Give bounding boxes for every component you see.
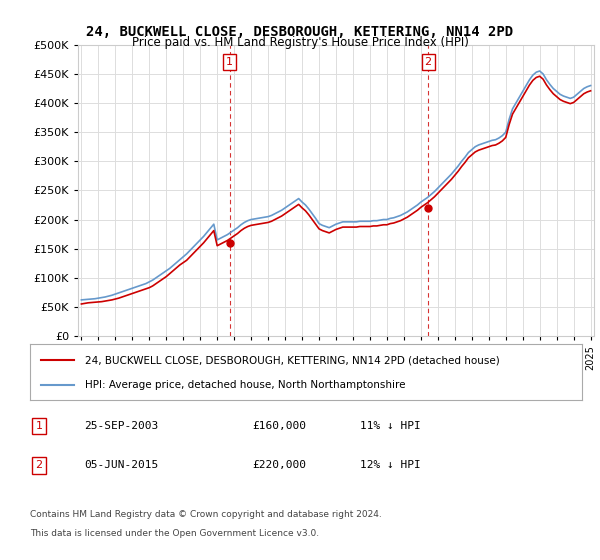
Text: Price paid vs. HM Land Registry's House Price Index (HPI): Price paid vs. HM Land Registry's House … bbox=[131, 36, 469, 49]
Text: £220,000: £220,000 bbox=[252, 460, 306, 470]
Text: £160,000: £160,000 bbox=[252, 421, 306, 431]
Text: 11% ↓ HPI: 11% ↓ HPI bbox=[360, 421, 421, 431]
Text: 05-JUN-2015: 05-JUN-2015 bbox=[84, 460, 158, 470]
Text: This data is licensed under the Open Government Licence v3.0.: This data is licensed under the Open Gov… bbox=[30, 529, 319, 538]
Text: 25-SEP-2003: 25-SEP-2003 bbox=[84, 421, 158, 431]
Text: 24, BUCKWELL CLOSE, DESBOROUGH, KETTERING, NN14 2PD (detached house): 24, BUCKWELL CLOSE, DESBOROUGH, KETTERIN… bbox=[85, 355, 500, 365]
Text: 2: 2 bbox=[35, 460, 43, 470]
Text: HPI: Average price, detached house, North Northamptonshire: HPI: Average price, detached house, Nort… bbox=[85, 380, 406, 390]
Text: 1: 1 bbox=[35, 421, 43, 431]
Text: 24, BUCKWELL CLOSE, DESBOROUGH, KETTERING, NN14 2PD: 24, BUCKWELL CLOSE, DESBOROUGH, KETTERIN… bbox=[86, 25, 514, 39]
Text: 1: 1 bbox=[226, 57, 233, 67]
Text: 2: 2 bbox=[425, 57, 432, 67]
Text: Contains HM Land Registry data © Crown copyright and database right 2024.: Contains HM Land Registry data © Crown c… bbox=[30, 510, 382, 519]
Text: 12% ↓ HPI: 12% ↓ HPI bbox=[360, 460, 421, 470]
